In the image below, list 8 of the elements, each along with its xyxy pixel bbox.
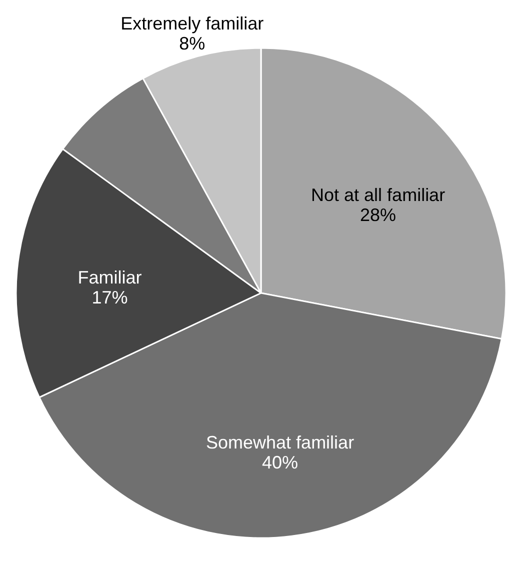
slice-label: Familiar	[78, 268, 142, 288]
data-label: 17%	[92, 288, 128, 308]
slice-label: Extremely familiar	[120, 14, 264, 34]
slice-label: Somewhat familiar	[206, 432, 354, 453]
data-label: 8%	[179, 34, 206, 54]
slice-label: Not at all familiar	[311, 185, 446, 206]
data-label: 40%	[262, 452, 298, 473]
data-label: 28%	[360, 205, 396, 226]
